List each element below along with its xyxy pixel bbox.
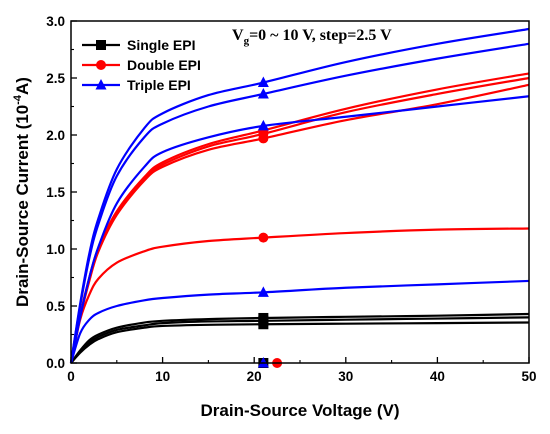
tick-layer: 0 10 20 30 40 50 0.0 0.5 1.0 1.5 2.0 2.5 3.0 <box>46 14 536 384</box>
annotation-tail: =0 ~ 10 V, step=2.5 V <box>249 27 392 44</box>
legend-marker-single-epi <box>96 40 106 50</box>
triple-epi-curve <box>69 27 530 364</box>
triple-epi-curve <box>69 95 530 364</box>
legend: Single EPI Double EPI Triple EPI <box>82 37 201 93</box>
plot-frame <box>70 20 530 364</box>
y-tick-label: 1.5 <box>46 185 65 200</box>
x-tick-label: 0 <box>67 369 75 384</box>
triple-epi-marker <box>257 286 269 297</box>
x-tick-label: 10 <box>155 369 170 384</box>
gate-voltage-annotation: Vg=0 ~ 10 V, step=2.5 V <box>232 27 392 47</box>
legend-label-double-epi: Double EPI <box>127 57 201 73</box>
single-epi-curve <box>70 312 530 364</box>
double-epi-marker <box>258 232 269 243</box>
curve-layer <box>69 27 530 364</box>
triple-epi-marker <box>257 76 269 88</box>
single-epi-curve <box>70 321 530 364</box>
y-axis-label: Drain-Source Current (10-4A) <box>12 77 32 307</box>
y-tick-label: 2.5 <box>46 71 65 86</box>
x-axis-label: Drain-Source Voltage (V) <box>201 401 400 420</box>
y-tick-label: 0.5 <box>46 299 65 314</box>
triple-epi-marker <box>257 87 269 99</box>
y-tick-label: 2.0 <box>46 128 65 143</box>
x-tick-label: 20 <box>247 369 262 384</box>
double-epi-curve <box>69 227 530 364</box>
y-axis-label-main: Drain-Source Current (10 <box>13 105 32 307</box>
annotation-subscript: g <box>244 35 250 47</box>
legend-marker-triple-epi <box>95 79 107 90</box>
triple-epi-curve <box>69 279 530 364</box>
single-epi-curve <box>70 316 530 364</box>
y-axis-label-exponent: -4 <box>12 94 24 105</box>
triple-epi-marker <box>257 119 269 131</box>
y-tick-label: 3.0 <box>46 14 65 29</box>
x-tick-label: 30 <box>338 369 353 384</box>
legend-marker-double-epi <box>96 60 106 70</box>
single-epi-marker <box>258 312 269 323</box>
annotation-main: V <box>232 27 244 44</box>
x-tick-label: 40 <box>430 369 445 384</box>
y-tick-label: 1.0 <box>46 242 65 257</box>
x-tick-label: 50 <box>521 369 536 384</box>
legend-label-triple-epi: Triple EPI <box>127 77 191 93</box>
y-tick-label: 0.0 <box>46 356 65 371</box>
legend-label-single-epi: Single EPI <box>127 37 195 53</box>
y-axis-label-unit: A) <box>13 77 32 95</box>
